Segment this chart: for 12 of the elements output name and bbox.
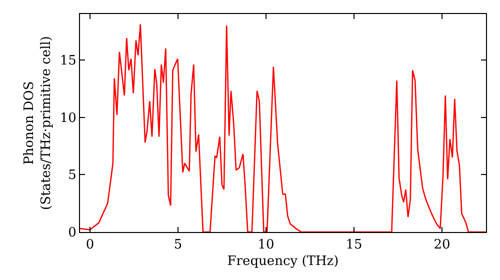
- x-tick-label: 10: [258, 238, 274, 253]
- x-tick-label: 20: [434, 238, 450, 253]
- y-tick-label: 10: [60, 110, 76, 126]
- y-tick-label: 15: [60, 53, 76, 68]
- line-series: [80, 24, 486, 232]
- y-tick-label: 5: [68, 168, 76, 184]
- x-tick-label: 5: [174, 238, 182, 253]
- x-tick-label: 0: [86, 238, 94, 253]
- y-axis-title: Phonon DOS (States/THz·primitive cell): [22, 36, 54, 210]
- x-tick-label: 15: [346, 238, 362, 253]
- y-tick-label: 0: [68, 226, 76, 241]
- x-axis-title: Frequency (THz): [227, 254, 339, 270]
